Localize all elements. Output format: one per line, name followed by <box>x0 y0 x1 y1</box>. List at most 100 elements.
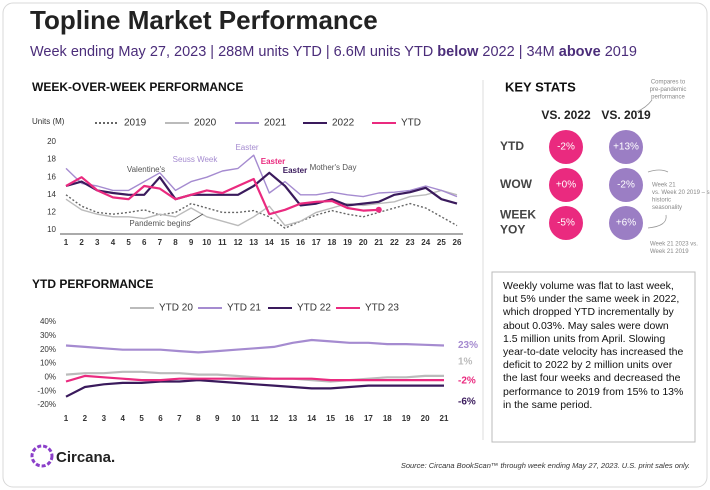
annotation: Pandemic begins <box>129 219 190 228</box>
note: Week 21 2023 vs. <box>650 242 698 248</box>
note: seasonality <box>652 205 682 211</box>
y-axis-label: Units (M) <box>32 117 65 126</box>
stat-value: -2% <box>617 180 635 191</box>
x-tick-label: 23 <box>406 238 415 247</box>
x-tick-label: 11 <box>251 414 260 423</box>
x-tick-label: 17 <box>312 238 321 247</box>
series-line <box>65 154 458 198</box>
x-tick-label: 3 <box>95 238 100 247</box>
legend-label: YTD 21 <box>227 303 261 314</box>
x-tick-label: 18 <box>383 414 392 423</box>
source: Source: Circana BookScan™ through week e… <box>401 461 690 470</box>
data-label: 1% <box>458 357 473 368</box>
x-tick-label: 25 <box>437 238 446 247</box>
x-tick-label: 3 <box>102 414 107 423</box>
y-tick-label: 0% <box>44 372 56 381</box>
legend-label: 2019 <box>124 118 147 129</box>
annotation: Easter <box>283 166 307 175</box>
x-tick-label: 1 <box>64 414 69 423</box>
y-tick-label: 10% <box>40 359 56 368</box>
annotation: Easter <box>261 157 285 166</box>
stat-circle <box>549 206 583 240</box>
x-tick-label: 6 <box>142 238 147 247</box>
stat-value: -5% <box>557 218 575 229</box>
series-line <box>65 194 458 229</box>
x-tick-label: 13 <box>249 238 258 247</box>
subtitle-part: above <box>559 44 601 60</box>
note: performance <box>651 95 685 101</box>
note: Week 21 <box>652 183 676 189</box>
x-tick-label: 19 <box>402 414 411 423</box>
legend-label: 2021 <box>264 118 287 129</box>
series-line <box>65 189 458 227</box>
subtitle: Week ending May 27, 2023 | 288M units YT… <box>30 44 637 60</box>
data-label: -2% <box>458 376 476 387</box>
legend-label: YTD 20 <box>159 303 193 314</box>
annotation-arrow <box>189 213 204 223</box>
row-label: WEEK <box>500 208 536 222</box>
y-tick-label: 16 <box>47 172 56 181</box>
x-tick-label: 2 <box>79 238 84 247</box>
note: vs. Week 20 2019 – shows <box>652 190 710 196</box>
note-arrows <box>635 99 669 229</box>
note: Compares to <box>651 80 686 86</box>
annotation: Easter <box>235 143 258 152</box>
x-tick-label: 21 <box>374 238 383 247</box>
x-tick-label: 18 <box>327 238 336 247</box>
x-tick-label: 14 <box>265 238 274 247</box>
x-tick-label: 9 <box>215 414 220 423</box>
annotation: Mother's Day <box>310 163 357 172</box>
series-line <box>65 370 444 383</box>
summary-box <box>491 271 696 443</box>
y-tick-label: 18 <box>47 155 56 164</box>
y-tick-label: -20% <box>37 400 56 409</box>
x-tick-label: 26 <box>453 238 462 247</box>
stat-circle <box>609 130 643 164</box>
row-label: YOY <box>500 223 525 237</box>
annotation: Valentine's <box>127 165 165 174</box>
x-tick-label: 10 <box>202 238 211 247</box>
chart-title: WEEK-OVER-WEEK PERFORMANCE <box>32 80 243 94</box>
data-label: 23% <box>458 340 478 351</box>
legend-label: 2022 <box>332 118 355 129</box>
y-tick-label: 40% <box>40 317 56 326</box>
x-tick-label: 19 <box>343 238 352 247</box>
x-tick-label: 15 <box>281 238 290 247</box>
x-tick-label: 24 <box>421 238 430 247</box>
end-marker <box>375 206 382 213</box>
y-tick-label: 20% <box>40 345 56 354</box>
x-tick-label: 5 <box>139 414 144 423</box>
x-tick-label: 21 <box>440 414 449 423</box>
row-label: YTD <box>500 139 524 153</box>
stat-circle <box>609 168 643 202</box>
x-tick-label: 15 <box>326 414 335 423</box>
subtitle-part: 2022 | 34M <box>478 44 558 60</box>
x-tick-label: 6 <box>158 414 163 423</box>
x-tick-label: 16 <box>345 414 354 423</box>
logo-mark <box>30 444 54 468</box>
legend-label: YTD 23 <box>365 303 399 314</box>
title: Topline Market Performance <box>30 5 378 35</box>
note: historic <box>652 198 671 204</box>
arrow <box>647 169 669 173</box>
x-tick-label: 16 <box>296 238 305 247</box>
y-tick-label: 30% <box>40 331 56 340</box>
subtitle-part: 2019 <box>601 44 637 60</box>
stat-value: +13% <box>613 142 639 153</box>
summary-text: Weekly volume was flat to last week, but… <box>503 280 684 411</box>
y-tick-label: 20 <box>47 137 56 146</box>
stat-value: +6% <box>616 218 636 229</box>
logo-text: Circana. <box>56 449 115 466</box>
column-header: VS. 2019 <box>601 108 651 122</box>
arrow <box>635 99 653 113</box>
series-line <box>65 171 458 207</box>
x-tick-label: 22 <box>390 238 399 247</box>
subtitle-part: below <box>437 44 479 60</box>
x-tick-label: 20 <box>359 238 368 247</box>
legend-label: YTD 22 <box>297 303 331 314</box>
x-tick-label: 1 <box>64 238 69 247</box>
x-tick-label: 4 <box>120 414 125 423</box>
arrow <box>647 214 667 229</box>
